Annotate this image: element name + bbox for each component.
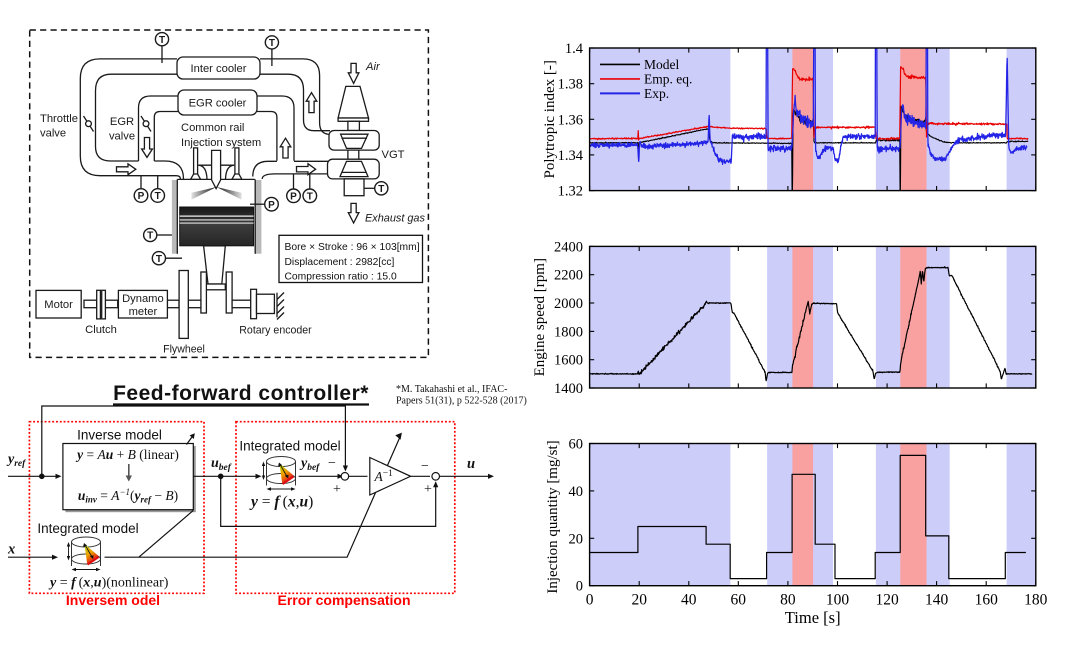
svg-text:+: + [424, 482, 432, 497]
svg-text:EGR: EGR [110, 116, 134, 128]
svg-text:Model: Model [644, 57, 679, 72]
svg-text:P: P [290, 191, 297, 202]
svg-text:Inverse model: Inverse model [77, 428, 162, 443]
svg-text:valve: valve [40, 128, 66, 140]
svg-text:1.34: 1.34 [558, 148, 584, 164]
svg-text:uinv = A−1(yref − B): uinv = A−1(yref − B) [78, 487, 178, 505]
svg-text:Throttle: Throttle [40, 113, 78, 125]
svg-text:140: 140 [925, 592, 949, 609]
svg-text:Compression ratio : 15.0: Compression ratio : 15.0 [285, 271, 397, 282]
svg-text:40: 40 [681, 592, 697, 609]
svg-text:100: 100 [826, 592, 850, 609]
svg-text:60: 60 [731, 592, 747, 609]
svg-text:P: P [138, 191, 145, 202]
svg-text:EGR cooler: EGR cooler [189, 98, 247, 110]
svg-text:0: 0 [586, 592, 594, 609]
svg-text:Integrated model: Integrated model [37, 521, 138, 536]
svg-text:T: T [378, 184, 384, 195]
svg-text:Exhaust gas: Exhaust gas [365, 213, 425, 225]
svg-text:1.36: 1.36 [558, 112, 583, 128]
svg-text:y = f (x,u)(nonlinear): y = f (x,u)(nonlinear) [48, 576, 169, 591]
svg-text:Air: Air [365, 61, 381, 73]
svg-text:−: − [328, 456, 336, 471]
svg-text:VGT: VGT [382, 149, 405, 161]
svg-text:60: 60 [569, 437, 584, 453]
svg-text:Motor: Motor [44, 299, 73, 311]
svg-text:1800: 1800 [554, 324, 583, 340]
svg-text:Flywheel: Flywheel [163, 344, 205, 356]
svg-text:40: 40 [569, 484, 584, 500]
svg-text:Time [s]: Time [s] [785, 608, 841, 627]
svg-text:T: T [147, 231, 153, 242]
svg-text:Feed-forward controller*: Feed-forward controller* [113, 382, 369, 405]
svg-text:Exp.: Exp. [644, 86, 669, 101]
svg-text:T: T [156, 254, 162, 265]
svg-text:2400: 2400 [554, 239, 583, 255]
svg-text:x: x [7, 542, 15, 558]
svg-text:y = f (x,u): y = f (x,u) [249, 494, 313, 511]
svg-text:Polytropic index [-]: Polytropic index [-] [542, 60, 558, 178]
svg-text:Common rail: Common rail [181, 122, 244, 134]
svg-text:Inversem odel: Inversem odel [66, 592, 160, 608]
svg-text:160: 160 [975, 592, 999, 609]
svg-text:T: T [155, 191, 161, 202]
svg-text:Injection system: Injection system [181, 137, 261, 149]
svg-text:2000: 2000 [554, 296, 583, 312]
svg-text:y = Au + B (linear): y = Au + B (linear) [75, 447, 179, 462]
svg-text:Error compensation: Error compensation [277, 592, 410, 608]
svg-text:Engine speed [rpm]: Engine speed [rpm] [532, 258, 548, 376]
svg-text:Bore × Stroke : 96 × 103[mm]: Bore × Stroke : 96 × 103[mm] [285, 242, 420, 253]
svg-text:Injection quantity [mg/st]: Injection quantity [mg/st] [545, 440, 561, 593]
svg-text:80: 80 [780, 592, 796, 609]
svg-text:−: − [421, 459, 429, 474]
svg-text:Emp. eq.: Emp. eq. [644, 71, 692, 86]
svg-text:180: 180 [1024, 592, 1048, 609]
svg-text:1.32: 1.32 [558, 184, 583, 200]
svg-text:20: 20 [631, 592, 647, 609]
svg-text:1.38: 1.38 [558, 77, 583, 93]
svg-text:1600: 1600 [554, 353, 583, 369]
svg-text:Inter cooler: Inter cooler [191, 63, 247, 75]
svg-text:Clutch: Clutch [85, 324, 117, 336]
svg-text:ybef: ybef [299, 456, 320, 473]
svg-text:valve: valve [109, 131, 135, 143]
svg-text:2200: 2200 [554, 268, 583, 284]
svg-text:T: T [307, 191, 313, 202]
svg-text:T: T [159, 35, 165, 46]
svg-text:Dynamo: Dynamo [122, 293, 164, 305]
svg-text:1.4: 1.4 [565, 41, 584, 57]
svg-text:ubef: ubef [211, 456, 232, 473]
svg-text:0: 0 [576, 579, 583, 595]
svg-text:yref: yref [6, 452, 26, 469]
svg-text:*M. Takahashi et al., IFAC-: *M. Takahashi et al., IFAC- [396, 384, 507, 395]
svg-text:20: 20 [569, 531, 584, 547]
svg-text:Integrated model: Integrated model [239, 439, 340, 454]
svg-text:Displacement : 2982[cc]: Displacement : 2982[cc] [285, 257, 395, 268]
svg-text:meter: meter [129, 306, 158, 318]
svg-text:120: 120 [875, 592, 899, 609]
svg-text:+: + [333, 482, 341, 497]
svg-text:Papers 51(31), p 522-528 (2017: Papers 51(31), p 522-528 (2017) [396, 396, 527, 407]
svg-text:T: T [269, 38, 275, 49]
svg-text:Rotary encoder: Rotary encoder [239, 325, 312, 337]
svg-text:P: P [268, 200, 275, 211]
svg-text:u: u [467, 456, 475, 472]
svg-text:1400: 1400 [554, 381, 583, 397]
